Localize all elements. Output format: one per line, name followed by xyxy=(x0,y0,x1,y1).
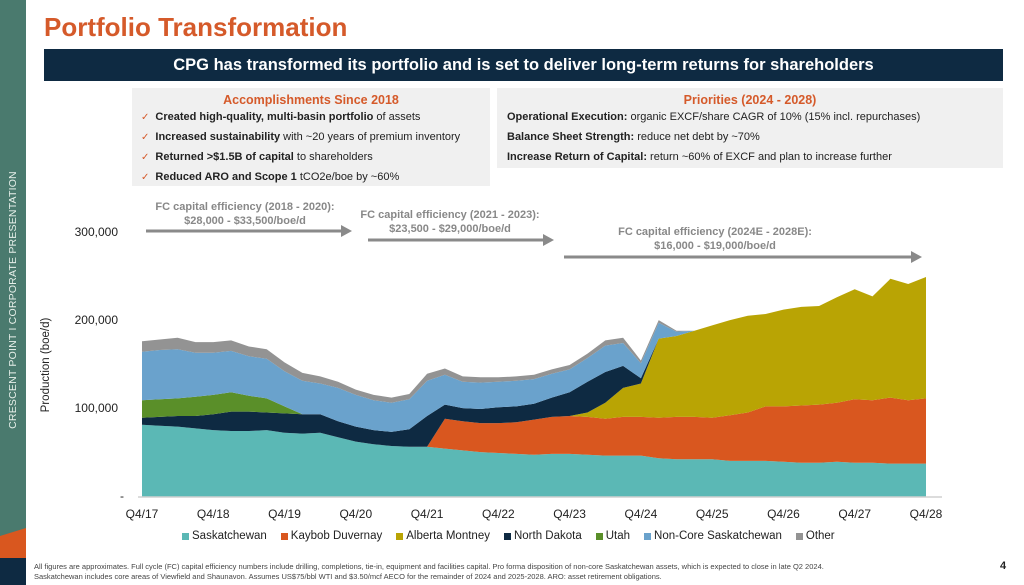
footnote: All figures are approximates. Full cycle… xyxy=(34,562,974,582)
x-tick-label: Q4/28 xyxy=(909,507,943,521)
item-text: tCO2e/boe by ~60% xyxy=(296,171,400,183)
list-item: ✓ Increased sustainability with ~20 years… xyxy=(141,127,490,147)
area-alberta-montney xyxy=(142,277,926,447)
x-tick-label: Q4/24 xyxy=(624,507,658,521)
legend-label: Utah xyxy=(605,530,631,542)
x-tick-label: Q4/27 xyxy=(838,507,872,521)
arrowhead-icon xyxy=(341,225,352,237)
legend-label: Kaybob Duvernay xyxy=(290,530,383,542)
item-bold: Reduced ARO and Scope 1 xyxy=(155,171,297,183)
x-tick-label: Q4/18 xyxy=(196,507,230,521)
item-bold: Increase Return of Capital: xyxy=(507,151,647,163)
area-kaybob-duvernay xyxy=(142,397,926,464)
item-text: reduce net debt by ~70% xyxy=(634,131,760,143)
legend-item: Alberta Montney xyxy=(396,530,490,542)
arrowhead-icon xyxy=(911,251,922,263)
x-tick-label: Q4/17 xyxy=(125,507,159,521)
footnote-line: Saskatchewan includes core areas of View… xyxy=(34,572,662,581)
annotation-arrows xyxy=(146,225,922,263)
area-non-core-saskatchewan xyxy=(142,277,926,432)
legend-label: Saskatchewan xyxy=(192,530,267,542)
list-item: ✓ Returned >$1.5B of capital to sharehold… xyxy=(141,147,490,167)
item-bold: Returned >$1.5B of capital xyxy=(155,151,294,163)
accomplishments-title: Accomplishments Since 2018 xyxy=(223,93,399,107)
legend-item: Kaybob Duvernay xyxy=(280,530,383,542)
legend-swatch-icon xyxy=(795,532,803,540)
y-tick-label: 200,000 xyxy=(74,313,118,327)
item-bold: Increased sustainability xyxy=(155,131,281,143)
priorities-title: Priorities (2024 - 2028) xyxy=(683,93,817,107)
legend-label: Non-Core Saskatchewan xyxy=(654,530,782,542)
legend-label: Alberta Montney xyxy=(406,530,490,542)
x-tick-label: Q4/26 xyxy=(767,507,800,521)
annotation-label-2018-2020: FC capital efficiency (2018 - 2020): $28… xyxy=(140,200,350,228)
legend-item: North Dakota xyxy=(503,530,582,542)
legend-swatch-icon xyxy=(644,532,652,540)
sidebar-footer xyxy=(0,558,26,585)
legend-swatch-icon xyxy=(396,532,404,540)
y-tick-label: 100,000 xyxy=(74,401,118,415)
page-title: Portfolio Transformation xyxy=(44,12,348,42)
headline-banner: CPG has transformed its portfolio and is… xyxy=(44,49,1003,81)
item-text: to shareholders xyxy=(293,151,373,163)
checkmark-icon: ✓ xyxy=(141,152,150,163)
x-tick-label: Q4/23 xyxy=(553,507,586,521)
list-item: ✓ Created high-quality, multi-basin portf… xyxy=(141,107,490,127)
annotation-title: FC capital efficiency (2021 - 2023): xyxy=(360,209,540,221)
area-saskatchewan xyxy=(142,424,926,497)
legend-item: Utah xyxy=(595,530,631,542)
annotation-value: $16,000 - $19,000/boe/d xyxy=(654,240,776,252)
list-item: Balance Sheet Strength: reduce net debt … xyxy=(507,127,1003,147)
area-series-group xyxy=(142,277,926,497)
item-text: return ~60% of EXCF and plan to increase… xyxy=(646,151,892,163)
legend-swatch-icon xyxy=(595,532,603,540)
y-tick-label: - xyxy=(120,489,124,503)
annotation-value: $23,500 - $29,000/boe/d xyxy=(389,223,511,235)
checkmark-icon: ✓ xyxy=(141,112,150,123)
item-text: organic EXCF/share CAGR of 10% (15% incl… xyxy=(627,111,921,123)
legend-swatch-icon xyxy=(182,532,189,540)
annotation-label-2024-2028: FC capital efficiency (2024E - 2028E): $… xyxy=(600,225,830,253)
x-tick-label: Q4/21 xyxy=(410,507,444,521)
chart-legend: Saskatchewan Kaybob Duvernay Alberta Montn… xyxy=(182,530,849,542)
checkmark-icon: ✓ xyxy=(141,132,150,143)
legend-item: Saskatchewan xyxy=(182,530,267,542)
legend-swatch-icon xyxy=(503,532,511,540)
annotation-label-2021-2023: FC capital efficiency (2021 - 2023): $23… xyxy=(345,208,555,236)
list-item: Increase Return of Capital: return ~60% … xyxy=(507,147,1003,167)
page-number: 4 xyxy=(1000,560,1007,572)
checkmark-icon: ✓ xyxy=(141,172,150,183)
area-north-dakota xyxy=(142,277,926,447)
legend-label: North Dakota xyxy=(513,530,582,542)
y-axis-title: Production (boe/d) xyxy=(40,317,52,413)
item-text: of assets xyxy=(373,111,421,123)
x-tick-label: Q4/19 xyxy=(268,507,301,521)
item-bold: Balance Sheet Strength: xyxy=(507,131,635,143)
legend-item: Other xyxy=(795,530,835,542)
x-tick-label: Q4/22 xyxy=(482,507,515,521)
x-tick-label: Q4/25 xyxy=(695,507,729,521)
item-bold: Created high-quality, multi-basin portfo… xyxy=(155,111,374,123)
legend-label: Other xyxy=(805,530,835,542)
sidebar xyxy=(0,0,26,585)
legend-item: Non-Core Saskatchewan xyxy=(644,530,782,542)
item-text: with ~20 years of premium inventory xyxy=(280,131,461,143)
priorities-box: Priorities (2024 - 2028) Operational Exe… xyxy=(497,88,1003,168)
list-item: Operational Execution: organic EXCF/shar… xyxy=(507,107,1003,127)
list-item: ✓ Reduced ARO and Scope 1 tCO2e/boe by ~6… xyxy=(141,167,490,187)
annotation-title: FC capital efficiency (2018 - 2020): xyxy=(155,201,335,213)
item-bold: Operational Execution: xyxy=(507,111,628,123)
y-tick-label: 300,000 xyxy=(74,225,118,239)
legend-swatch-icon xyxy=(280,532,288,540)
x-tick-label: Q4/20 xyxy=(339,507,373,521)
footnote-line: All figures are approximates. Full cycle… xyxy=(34,562,824,571)
area-other xyxy=(142,277,926,403)
arrowhead-icon xyxy=(543,234,554,246)
priorities-list: Operational Execution: organic EXCF/shar… xyxy=(507,107,1003,167)
annotation-title: FC capital efficiency (2024E - 2028E): xyxy=(618,226,812,238)
annotation-value: $28,000 - $33,500/boe/d xyxy=(184,215,306,227)
accomplishments-list: ✓ Created high-quality, multi-basin portf… xyxy=(141,107,490,187)
accomplishments-box: Accomplishments Since 2018 ✓ Created high… xyxy=(132,88,490,186)
